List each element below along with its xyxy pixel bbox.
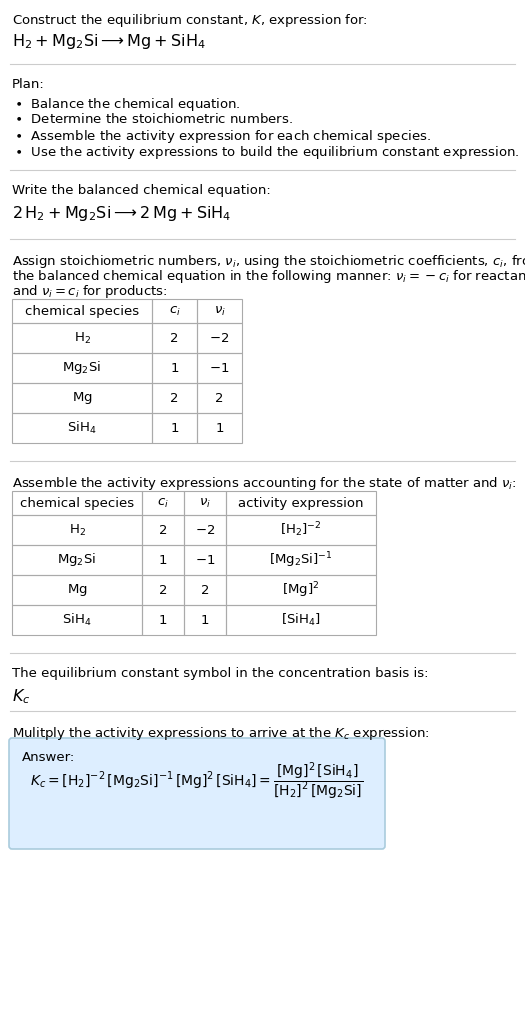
Bar: [152, 299, 197, 323]
Text: The equilibrium constant symbol in the concentration basis is:: The equilibrium constant symbol in the c…: [12, 667, 428, 680]
Bar: [197, 323, 242, 353]
Bar: [197, 299, 242, 323]
Bar: [184, 575, 226, 605]
Bar: [142, 605, 184, 635]
Text: chemical species: chemical species: [20, 497, 134, 509]
Text: 1: 1: [215, 421, 224, 434]
Bar: [142, 491, 184, 515]
Text: 1: 1: [201, 613, 209, 626]
Text: Write the balanced chemical equation:: Write the balanced chemical equation:: [12, 184, 271, 197]
Bar: [12, 491, 142, 515]
Bar: [12, 575, 142, 605]
Text: Assign stoichiometric numbers, $\nu_i$, using the stoichiometric coefficients, $: Assign stoichiometric numbers, $\nu_i$, …: [12, 252, 525, 270]
Bar: [152, 354, 197, 383]
Text: $\bullet$  Assemble the activity expression for each chemical species.: $\bullet$ Assemble the activity expressi…: [14, 128, 431, 145]
Bar: [184, 605, 226, 635]
Text: chemical species: chemical species: [25, 304, 139, 317]
Text: Plan:: Plan:: [12, 78, 45, 91]
Bar: [184, 545, 226, 575]
Text: 2: 2: [215, 392, 224, 404]
Bar: [152, 383, 197, 413]
Bar: [12, 545, 142, 575]
Bar: [226, 491, 376, 515]
Bar: [12, 354, 152, 383]
Text: $\mathrm{SiH_4}$: $\mathrm{SiH_4}$: [62, 612, 92, 628]
Text: $c_i$: $c_i$: [157, 497, 169, 510]
Text: $\bullet$  Determine the stoichiometric numbers.: $\bullet$ Determine the stoichiometric n…: [14, 112, 293, 126]
Bar: [152, 413, 197, 443]
Bar: [197, 383, 242, 413]
Text: and $\nu_i = c_i$ for products:: and $\nu_i = c_i$ for products:: [12, 283, 167, 300]
Bar: [226, 605, 376, 635]
Text: $[\mathrm{Mg}]^{2}$: $[\mathrm{Mg}]^{2}$: [282, 580, 320, 600]
Bar: [12, 413, 152, 443]
Bar: [184, 515, 226, 545]
Bar: [184, 491, 226, 515]
Bar: [197, 354, 242, 383]
Bar: [12, 605, 142, 635]
Text: $-2$: $-2$: [195, 523, 215, 536]
Text: $c_i$: $c_i$: [169, 304, 181, 317]
Text: $\bullet$  Balance the chemical equation.: $\bullet$ Balance the chemical equation.: [14, 96, 240, 113]
Text: $K_c$: $K_c$: [12, 687, 30, 706]
Text: $-1$: $-1$: [209, 362, 229, 375]
Text: 2: 2: [170, 331, 178, 344]
Text: $\mathrm{2\,H_2 + Mg_2Si \longrightarrow 2\,Mg + SiH_4}$: $\mathrm{2\,H_2 + Mg_2Si \longrightarrow…: [12, 204, 232, 223]
Text: 2: 2: [170, 392, 178, 404]
Text: activity expression: activity expression: [238, 497, 364, 509]
Text: $\nu_i$: $\nu_i$: [199, 497, 211, 510]
Bar: [142, 575, 184, 605]
Text: $\mathrm{Mg_2Si}$: $\mathrm{Mg_2Si}$: [57, 551, 97, 569]
Text: $[\mathrm{H_2}]^{-2}$: $[\mathrm{H_2}]^{-2}$: [280, 520, 322, 539]
Text: $\mathrm{H_2 + Mg_2Si \longrightarrow Mg + SiH_4}$: $\mathrm{H_2 + Mg_2Si \longrightarrow Mg…: [12, 32, 206, 50]
Bar: [142, 545, 184, 575]
Text: Assemble the activity expressions accounting for the state of matter and $\nu_i$: Assemble the activity expressions accoun…: [12, 475, 517, 492]
Bar: [226, 575, 376, 605]
Text: the balanced chemical equation in the following manner: $\nu_i = -c_i$ for react: the balanced chemical equation in the fo…: [12, 268, 525, 285]
Text: 1: 1: [159, 553, 167, 567]
Text: 1: 1: [170, 362, 178, 375]
Text: $[\mathrm{Mg_2Si}]^{-1}$: $[\mathrm{Mg_2Si}]^{-1}$: [269, 550, 333, 570]
Bar: [12, 383, 152, 413]
Bar: [152, 323, 197, 353]
Text: 1: 1: [159, 613, 167, 626]
Text: $-2$: $-2$: [209, 331, 229, 344]
Bar: [12, 515, 142, 545]
Text: 2: 2: [159, 584, 167, 597]
Bar: [226, 545, 376, 575]
Text: 1: 1: [170, 421, 178, 434]
Text: $\nu_i$: $\nu_i$: [214, 304, 225, 317]
Text: 2: 2: [201, 584, 209, 597]
Text: $\mathrm{SiH_4}$: $\mathrm{SiH_4}$: [67, 420, 97, 436]
Bar: [226, 515, 376, 545]
Text: $\mathrm{Mg_2Si}$: $\mathrm{Mg_2Si}$: [62, 360, 101, 377]
Text: $\mathrm{H_2}$: $\mathrm{H_2}$: [68, 522, 86, 537]
Text: 2: 2: [159, 523, 167, 536]
Text: Construct the equilibrium constant, $K$, expression for:: Construct the equilibrium constant, $K$,…: [12, 12, 368, 29]
Bar: [12, 323, 152, 353]
Text: $-1$: $-1$: [195, 553, 215, 567]
Bar: [12, 299, 152, 323]
Text: $\mathrm{Mg}$: $\mathrm{Mg}$: [71, 390, 92, 406]
FancyBboxPatch shape: [9, 738, 385, 849]
Bar: [197, 413, 242, 443]
Text: $\mathrm{Mg}$: $\mathrm{Mg}$: [67, 582, 87, 598]
Text: $\mathrm{H_2}$: $\mathrm{H_2}$: [74, 330, 90, 345]
Text: Answer:: Answer:: [22, 751, 75, 764]
Text: Mulitply the activity expressions to arrive at the $K_c$ expression:: Mulitply the activity expressions to arr…: [12, 725, 430, 742]
Bar: [142, 515, 184, 545]
Text: $K_c = [\mathrm{H_2}]^{-2}\,[\mathrm{Mg_2Si}]^{-1}\,[\mathrm{Mg}]^{2}\,[\mathrm{: $K_c = [\mathrm{H_2}]^{-2}\,[\mathrm{Mg_…: [30, 761, 363, 802]
Text: $[\mathrm{SiH_4}]$: $[\mathrm{SiH_4}]$: [281, 612, 321, 628]
Text: $\bullet$  Use the activity expressions to build the equilibrium constant expres: $\bullet$ Use the activity expressions t…: [14, 144, 520, 161]
